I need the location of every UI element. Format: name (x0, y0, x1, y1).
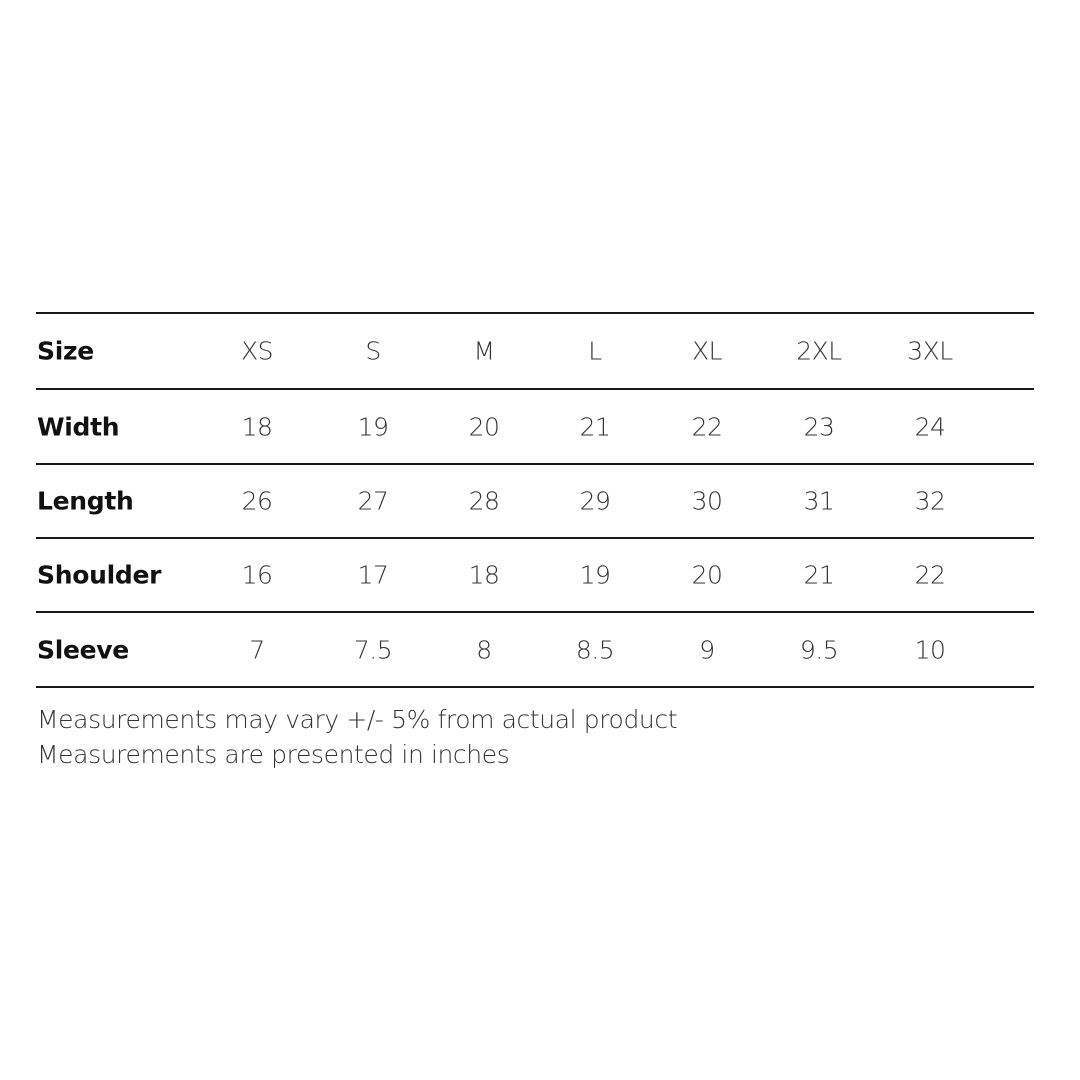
measurement-cell: 7.5 (353, 635, 393, 664)
measurement-cell: 16 (241, 560, 273, 590)
size-header-cell: XS (241, 336, 274, 366)
measurement-cell: 17 (357, 560, 389, 590)
table-divider (36, 537, 1034, 539)
measurement-cell: 30 (691, 486, 723, 516)
row-label: Shoulder (37, 560, 162, 590)
table-row: Width 18 19 20 21 22 23 24 (0, 390, 1080, 463)
measurement-cell: 18 (468, 560, 500, 590)
measurement-cell: 9.5 (799, 635, 839, 664)
measurement-cell: 20 (468, 412, 500, 441)
table-divider (36, 388, 1034, 390)
size-header-cell: L (588, 336, 602, 366)
measurement-cell: 19 (357, 412, 389, 441)
measurement-cell: 29 (579, 486, 611, 516)
measurement-cell: 27 (357, 486, 389, 516)
row-label: Size (37, 336, 94, 366)
measurement-cell: 26 (241, 486, 273, 516)
measurement-cell: 21 (803, 560, 835, 590)
measurement-cell: 32 (914, 486, 946, 516)
table-divider (36, 312, 1034, 314)
measurement-cell: 8 (476, 635, 492, 664)
measurement-cell: 24 (914, 412, 946, 441)
row-label: Length (37, 486, 134, 516)
size-header-cell: XL (691, 336, 723, 366)
note-units: Measurements are presented in inches (37, 740, 510, 769)
note-variance: Measurements may vary +/- 5% from actual… (37, 705, 678, 734)
table-row: Shoulder 16 17 18 19 20 21 22 (0, 539, 1080, 611)
measurement-cell: 22 (691, 412, 723, 441)
measurement-cell: 19 (579, 560, 611, 590)
measurement-cell: 23 (803, 412, 835, 441)
size-header-cell: S (365, 336, 381, 366)
measurement-cell: 9 (699, 635, 715, 664)
table-divider (36, 463, 1034, 465)
table-row: Length 26 27 28 29 30 31 32 (0, 465, 1080, 537)
measurement-cell: 18 (241, 412, 273, 441)
row-label: Width (37, 412, 120, 441)
measurement-cell: 31 (803, 486, 835, 516)
measurement-cell: 22 (914, 560, 946, 590)
measurement-cell: 20 (691, 560, 723, 590)
table-divider (36, 611, 1034, 613)
row-label: Sleeve (37, 635, 129, 664)
measurement-cell: 7 (249, 635, 265, 664)
size-header-cell: 2XL (796, 336, 842, 366)
measurement-cell: 21 (579, 412, 611, 441)
table-row: Sleeve 7 7.5 8 8.5 9 9.5 10 (0, 613, 1080, 686)
measurement-cell: 28 (468, 486, 500, 516)
measurement-cell: 10 (914, 635, 946, 664)
header-row: Size XS S M L XL 2XL 3XL (0, 314, 1080, 388)
size-header-cell: 3XL (907, 336, 953, 366)
table-divider (36, 686, 1034, 688)
size-header-cell: M (473, 336, 495, 366)
measurement-cell: 8.5 (575, 635, 615, 664)
